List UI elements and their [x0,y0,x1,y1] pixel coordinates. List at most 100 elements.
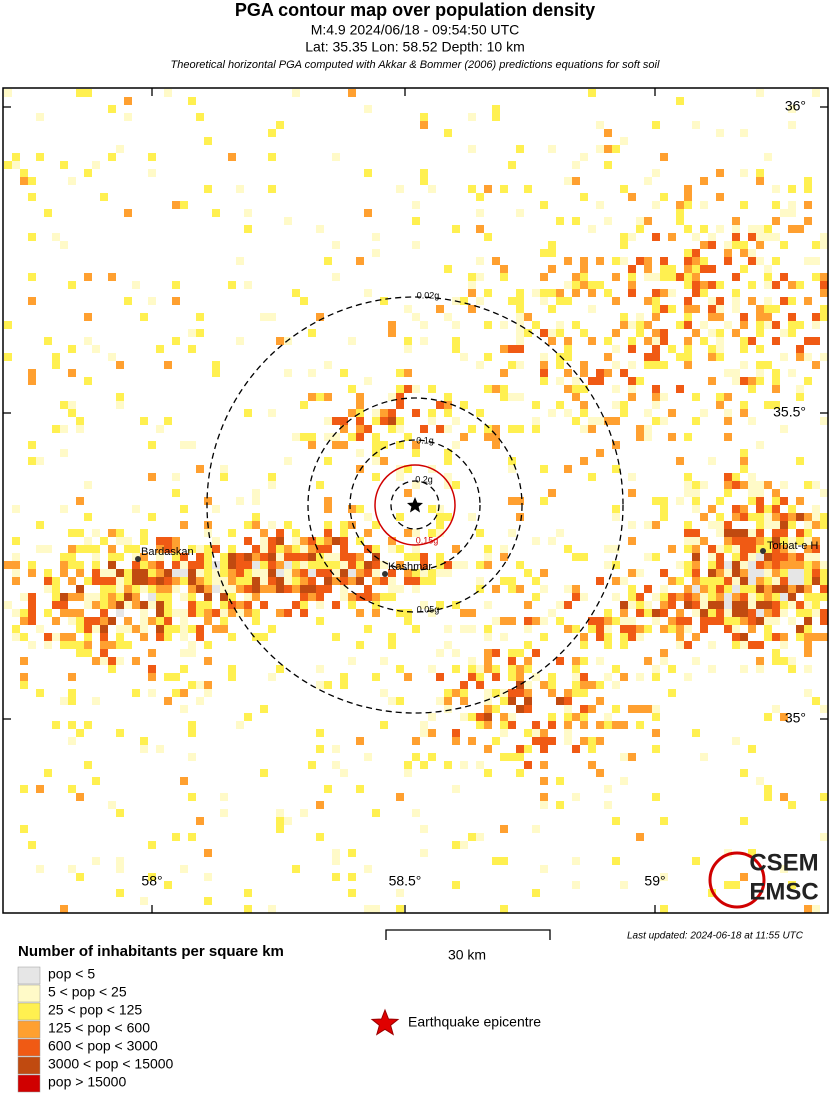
population-cell [724,625,732,633]
population-cell [428,569,436,577]
population-cell [652,289,660,297]
population-cell [204,545,212,553]
population-cell [580,193,588,201]
population-cell [540,465,548,473]
population-cell [68,641,76,649]
population-cell [764,521,772,529]
population-cell [108,585,116,593]
population-cell [556,801,564,809]
population-cell [684,473,692,481]
population-cell [684,321,692,329]
population-cell [388,329,396,337]
population-cell [740,817,748,825]
population-cell [796,513,804,521]
population-cell [788,521,796,529]
population-cell [532,649,540,657]
population-cell [812,561,820,569]
population-cell [60,401,68,409]
population-cell [84,625,92,633]
population-cell [68,401,76,409]
population-cell [716,297,724,305]
population-cell [476,721,484,729]
population-cell [620,137,628,145]
population-cell [580,281,588,289]
population-cell [372,473,380,481]
population-cell [396,393,404,401]
population-cell [756,329,764,337]
population-cell [108,561,116,569]
population-cell [228,665,236,673]
population-cell [644,625,652,633]
population-cell [820,489,828,497]
population-cell [284,369,292,377]
population-cell [348,521,356,529]
population-cell [260,529,268,537]
population-cell [572,281,580,289]
population-cell [124,625,132,633]
population-cell [548,337,556,345]
population-cell [788,881,796,889]
population-cell [708,577,716,585]
population-cell [140,417,148,425]
population-cell [652,729,660,737]
population-cell [820,793,828,801]
population-cell [92,553,100,561]
population-cell [652,201,660,209]
population-cell [508,345,516,353]
contour [390,480,440,530]
population-cell [156,569,164,577]
population-cell [180,777,188,785]
population-cell [140,529,148,537]
population-cell [548,305,556,313]
population-cell [820,233,828,241]
population-cell [692,273,700,281]
population-cell [180,521,188,529]
population-cell [396,417,404,425]
population-cell [692,545,700,553]
population-cell [244,889,252,897]
population-cell [540,729,548,737]
population-cell [4,561,12,569]
population-cell [188,345,196,353]
population-cell [444,449,452,457]
population-cell [756,489,764,497]
population-cell [116,537,124,545]
population-cell [324,569,332,577]
population-cell [100,193,108,201]
population-cell [244,561,252,569]
population-cell [60,593,68,601]
population-cell [44,641,52,649]
population-cell [612,681,620,689]
population-cell [436,521,444,529]
population-cell [772,185,780,193]
population-cell [756,377,764,385]
population-cell [588,289,596,297]
legend-swatch [17,1002,41,1021]
population-cell [804,337,812,345]
population-cell [36,689,44,697]
population-cell [236,337,244,345]
population-cell [588,89,596,97]
population-cell [204,609,212,617]
population-cell [188,441,196,449]
population-cell [388,577,396,585]
population-cell [580,673,588,681]
population-cell [84,601,92,609]
population-cell [724,321,732,329]
population-cell [68,369,76,377]
population-cell [652,609,660,617]
population-cell [628,625,636,633]
population-cell [68,721,76,729]
population-cell [108,529,116,537]
population-cell [260,577,268,585]
population-cell [516,321,524,329]
population-cell [708,593,716,601]
population-cell [244,905,252,913]
population-cell [228,577,236,585]
population-cell [276,553,284,561]
population-cell [612,817,620,825]
population-cell [100,585,108,593]
population-cell [572,553,580,561]
population-cell [692,553,700,561]
population-cell [540,793,548,801]
